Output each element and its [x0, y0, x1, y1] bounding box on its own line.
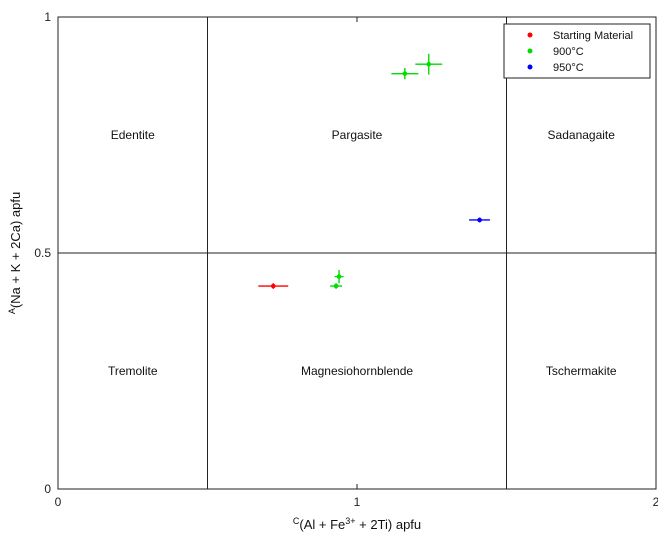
- legend-marker: [527, 48, 533, 54]
- region-label-tremolite: Tremolite: [108, 364, 158, 378]
- y-axis-label-main: (Na + K + 2Ca) apfu: [8, 192, 23, 308]
- x-axis-label-tail: + 2Ti) apfu: [356, 517, 422, 532]
- point-marker: [477, 217, 482, 223]
- region-labels: Edentite Pargasite Sadanagaite Tremolite Mag…: [108, 128, 617, 378]
- x-axis-label: C(Al + Fe3+ + 2Ti) apfu: [293, 516, 421, 532]
- legend-label: 900°C: [553, 46, 584, 58]
- x-axis-ticks: 0 1 2: [55, 17, 658, 509]
- x-axis-label-sup2: 3+: [345, 516, 355, 526]
- data-point: [334, 269, 344, 284]
- point-marker: [426, 61, 432, 67]
- region-label-pargasite: Pargasite: [332, 128, 383, 142]
- x-axis-label-main: (Al + Fe: [299, 517, 345, 532]
- x-axis-label-sup: C: [293, 516, 300, 526]
- x-tick-label: 0: [55, 495, 62, 509]
- legend-label: 950°C: [553, 62, 584, 74]
- point-marker: [402, 71, 408, 76]
- x-tick-label: 1: [354, 495, 361, 509]
- legend-item: Starting Material: [527, 30, 633, 42]
- region-label-edentite: Edentite: [111, 128, 155, 142]
- x-tick-label: 2: [653, 495, 658, 509]
- point-marker: [336, 274, 342, 279]
- legend-marker: [527, 64, 533, 70]
- y-tick-label: 0: [44, 482, 51, 496]
- point-marker: [333, 283, 339, 289]
- region-label-magnesiohornblende: Magnesiohornblende: [301, 364, 413, 378]
- region-dividers: [58, 17, 656, 489]
- y-axis-ticks: 00.51: [34, 10, 656, 496]
- y-tick-label: 0.5: [34, 246, 51, 260]
- data-point: [391, 67, 419, 80]
- legend-label: Starting Material: [553, 30, 633, 42]
- region-label-tschermakite: Tschermakite: [546, 364, 617, 378]
- y-axis-label: A(Na + K + 2Ca) apfu: [7, 192, 23, 314]
- data-point: [258, 283, 289, 289]
- data-points: [258, 53, 491, 289]
- legend-marker: [527, 32, 533, 38]
- data-point: [415, 53, 443, 75]
- y-axis-label-sup: A: [7, 308, 17, 314]
- region-label-sadanagaite: Sadanagaite: [548, 128, 616, 142]
- y-tick-label: 1: [44, 10, 51, 24]
- data-point: [330, 283, 343, 289]
- legend: Starting Material 900°C 950°C: [503, 23, 651, 79]
- legend-item: 950°C: [527, 62, 584, 74]
- data-point: [469, 217, 491, 223]
- point-marker: [270, 283, 276, 289]
- legend-item: 900°C: [527, 46, 584, 58]
